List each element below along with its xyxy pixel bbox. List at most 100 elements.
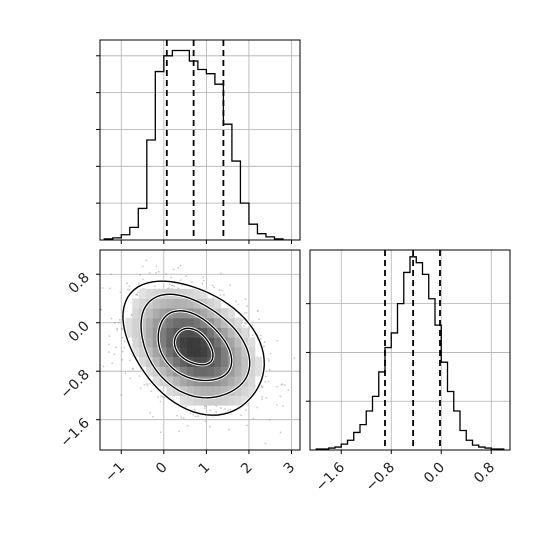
density-cell [214,366,222,377]
density-cell [193,395,201,406]
sample-point [174,454,176,456]
density-cell [200,308,208,319]
density-cell [146,337,154,348]
sample-point [170,276,173,279]
density-cell [234,385,242,396]
sample-point [202,280,205,282]
density-cell [159,298,167,309]
sample-point [269,352,272,355]
density-cell [227,337,235,348]
density-cell [159,356,167,367]
density-cell [152,356,160,367]
density-cell [139,288,147,299]
density-cell [166,356,174,367]
density-cell [180,366,188,377]
x-tick-label: −1 [102,460,128,486]
sample-point [146,384,149,387]
contour-line [173,327,214,366]
density-cell [180,337,188,348]
sample-point [116,327,119,330]
sample-point [139,387,142,389]
sample-point [261,395,264,398]
sample-point [113,353,116,356]
sample-point [121,336,124,339]
density-cell [200,395,208,406]
sample-point [136,293,138,296]
density-cell [207,298,215,309]
density-cell [132,308,140,319]
sample-point [221,289,224,292]
density-cell [159,347,167,358]
x-marginal-histogram [96,39,301,244]
sample-point [186,425,189,427]
sample-point [148,272,151,274]
density-cell [186,298,194,309]
density-cell [152,288,160,299]
sample-point [182,417,185,420]
sample-point [165,273,168,275]
sample-point [220,407,222,409]
density-cell [220,395,229,406]
y-tick-label: −0.8 [57,367,92,402]
density-cell [234,395,242,406]
sample-point [281,405,284,407]
joint-contours [121,279,266,417]
density-cell [200,317,208,328]
density-cell [180,395,188,406]
sample-point [155,265,158,268]
y-tick-label: −1.6 [57,415,92,450]
density-cell [152,298,160,309]
density-cell [152,317,160,328]
sample-point [141,265,144,268]
density-cell [180,317,188,328]
density-cell [207,366,215,377]
sample-point [192,413,195,416]
sample-point [279,395,282,398]
sample-point [135,293,138,296]
density-cell [200,327,208,338]
density-cell [200,385,208,396]
density-cell [207,347,215,358]
density-cell [193,337,201,348]
density-cell [193,308,201,319]
density-cell [180,327,188,338]
density-cell [220,308,229,319]
histogram-step-line [103,49,292,240]
density-cell [241,395,249,406]
density-cell [146,317,154,328]
density-cell [214,356,222,367]
density-cell [166,298,174,309]
sample-point [267,358,270,360]
density-cell [241,347,249,358]
contour-line [122,280,266,416]
density-cell [166,347,174,358]
density-cell [166,366,174,377]
sample-point [263,345,265,348]
sample-point [154,285,156,287]
sample-point [265,397,268,399]
density-cell [159,337,167,348]
sample-point [194,415,197,418]
sample-point [162,395,164,398]
density-cell [186,395,194,406]
contour-line [157,309,233,382]
sample-point [279,431,282,434]
sample-point [211,284,214,287]
sample-point [157,395,160,398]
density-cell [248,385,256,396]
sample-point [275,404,278,406]
density-cell [220,347,229,358]
sample-point [130,313,133,316]
density-cell [193,347,201,358]
y-hist-ticks: −1.6 −0.8 0.0 0.8 [306,303,498,495]
sample-point [168,283,171,285]
sample-point [138,283,140,285]
y-hist-frame [309,249,511,451]
x-tick-label: 2 [238,460,256,478]
density-cell [214,317,222,328]
x-tick-label: 1 [196,460,214,478]
sample-point [173,285,176,288]
density-cell [200,337,208,348]
sample-point [180,416,183,419]
sample-point [281,383,284,386]
